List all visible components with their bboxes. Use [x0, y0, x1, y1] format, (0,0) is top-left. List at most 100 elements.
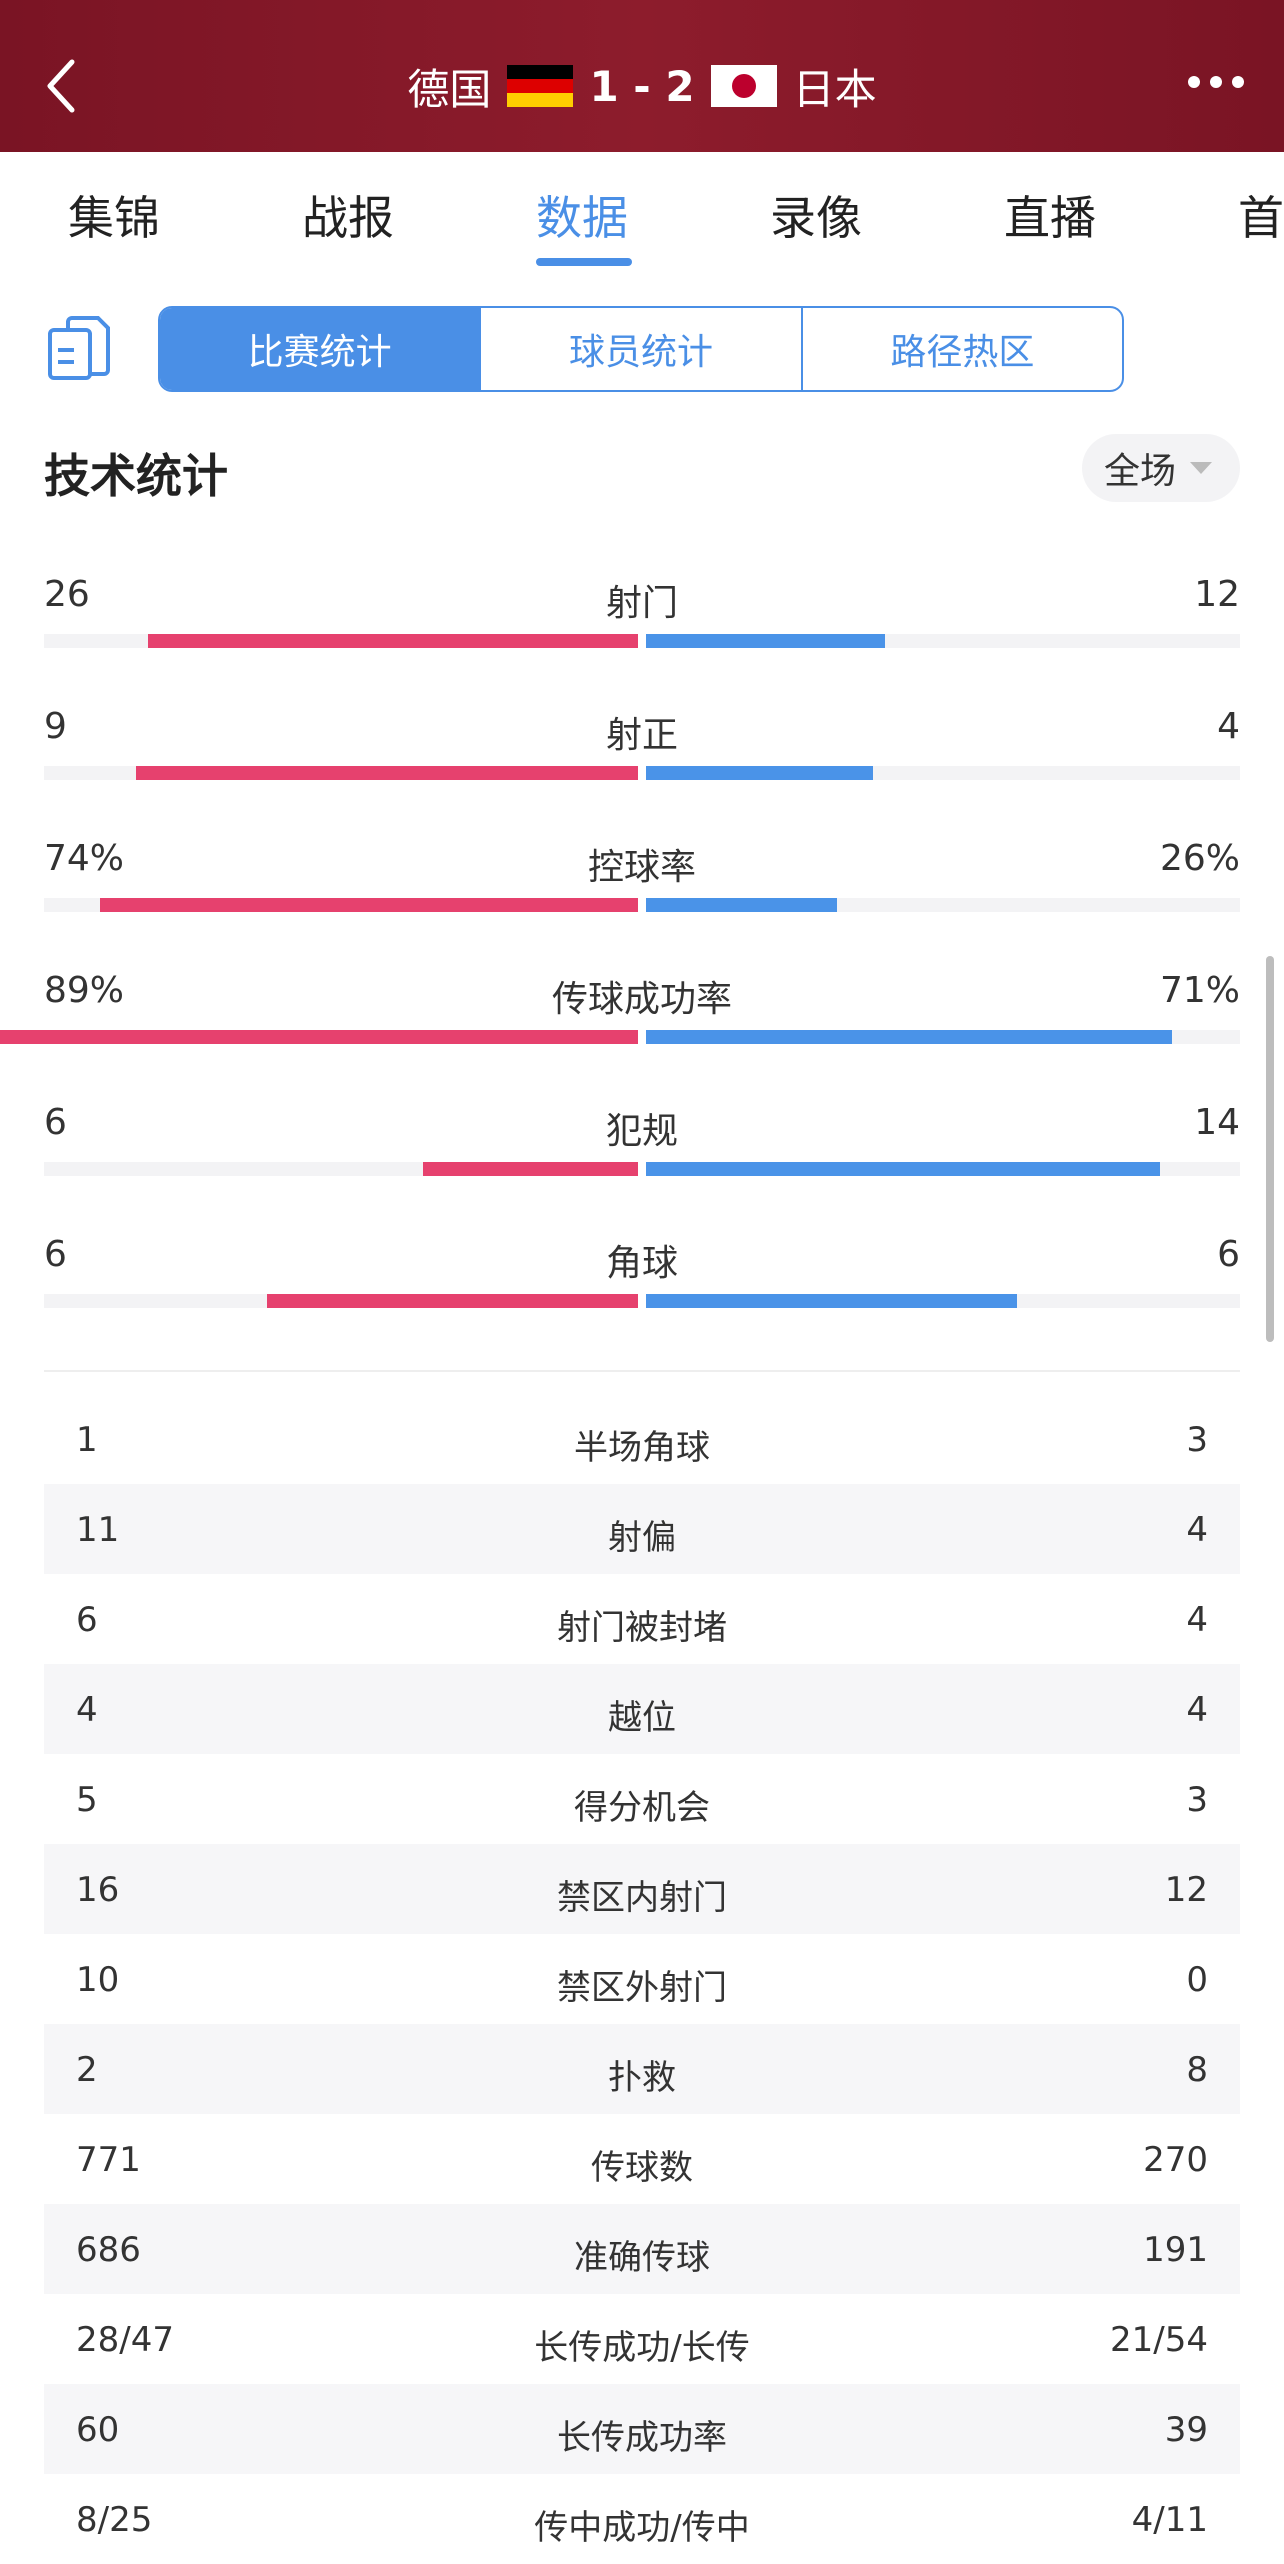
away-value: 21/54 — [1110, 2320, 1208, 2360]
table-row: 60 长传成功率 39 — [44, 2384, 1240, 2474]
stat-name: 准确传球 — [574, 2238, 710, 2278]
stats-segment-control: 比赛统计 球员统计 路径热区 — [158, 306, 1124, 392]
home-value: 6 — [44, 1102, 67, 1143]
bar-stat-row: 6 角球 6 — [44, 1234, 1240, 1344]
bar-stat-row: 74% 控球率 26% — [44, 838, 1240, 948]
away-bar — [646, 898, 838, 912]
stat-name: 传球成功率 — [551, 979, 732, 1020]
home-value: 5 — [76, 1780, 98, 1820]
home-team-name: 德国 — [407, 64, 492, 114]
main-tabs: 集锦 战报 数据 录像 直播 首 — [0, 152, 1284, 272]
section-title: 技术统计 — [44, 449, 228, 503]
away-value: 0 — [1186, 1960, 1208, 2000]
segment-heatmap[interactable]: 路径热区 — [800, 308, 1122, 390]
away-bar-track — [646, 1030, 1240, 1044]
stat-name: 犯规 — [605, 1111, 678, 1152]
tab-report[interactable]: 战报 — [302, 191, 394, 245]
match-scoreline: 德国 1 - 2 日本 — [0, 48, 1284, 124]
germany-flag-icon — [507, 65, 574, 107]
segment-player-stats[interactable]: 球员统计 — [479, 308, 800, 390]
stat-name: 长传成功率 — [557, 2418, 727, 2458]
stat-name: 长传成功/长传 — [534, 2328, 750, 2368]
home-value: 1 — [76, 1420, 98, 1460]
tab-replay[interactable]: 录像 — [770, 191, 862, 245]
away-value: 4 — [1217, 706, 1240, 747]
home-value: 28/47 — [76, 2320, 174, 2360]
stat-name: 射门 — [605, 583, 678, 624]
away-value: 4/11 — [1131, 2500, 1208, 2540]
home-value: 16 — [76, 1870, 120, 1910]
period-filter-label: 全场 — [1104, 451, 1177, 492]
away-bar-track — [646, 1294, 1240, 1308]
tab-data[interactable]: 数据 — [536, 191, 628, 245]
stats-table: 1 半场角球 3 11 射偏 4 6 射门被封堵 4 4 越位 4 5 得分机会 3 16 禁区内射门 12 10 禁… — [44, 1394, 1240, 2564]
stat-name: 扑救 — [608, 2058, 676, 2098]
table-row: 16 禁区内射门 12 — [44, 1844, 1240, 1934]
stat-name: 禁区内射门 — [557, 1878, 727, 1918]
away-value: 14 — [1194, 1102, 1240, 1143]
segment-match-stats[interactable]: 比赛统计 — [160, 308, 480, 390]
table-row: 771 传球数 270 — [44, 2114, 1240, 2204]
table-row: 10 禁区外射门 0 — [44, 1934, 1240, 2024]
away-bar-track — [646, 634, 1240, 648]
stat-name: 角球 — [605, 1243, 678, 1284]
away-value: 3 — [1186, 1420, 1208, 1460]
home-bar — [267, 1294, 638, 1308]
home-value: 6 — [44, 1234, 67, 1275]
scrollbar[interactable] — [1266, 956, 1274, 1342]
home-value: 8/25 — [76, 2500, 153, 2540]
table-row: 28/47 长传成功/长传 21/54 — [44, 2294, 1240, 2384]
away-value: 39 — [1164, 2410, 1208, 2450]
stat-name: 射正 — [605, 715, 678, 756]
away-value: 6 — [1217, 1234, 1240, 1275]
stat-name: 得分机会 — [574, 1788, 710, 1828]
tab-live[interactable]: 直播 — [1004, 191, 1096, 245]
home-bar-track — [44, 634, 638, 648]
more-horizontal-icon[interactable] — [1188, 76, 1244, 88]
home-bar — [147, 634, 638, 648]
away-bar-track — [646, 766, 1240, 780]
away-value: 4 — [1186, 1690, 1208, 1730]
home-value: 11 — [76, 1510, 120, 1550]
away-bar — [646, 634, 886, 648]
stat-name: 禁区外射门 — [557, 1968, 727, 2008]
tab-lineup[interactable]: 首 — [1238, 191, 1284, 245]
home-value: 2 — [76, 2050, 98, 2090]
home-value: 771 — [76, 2140, 141, 2180]
table-row: 4 越位 4 — [44, 1664, 1240, 1754]
home-bar-track — [0, 1030, 638, 1044]
home-value: 60 — [76, 2410, 120, 2450]
away-bar — [646, 1162, 1161, 1176]
chevron-left-icon[interactable] — [40, 56, 84, 116]
away-value: 12 — [1164, 1870, 1208, 1910]
home-value: 9 — [44, 706, 67, 747]
caret-down-icon — [1190, 462, 1213, 474]
bar-stat-row: 6 犯规 14 — [44, 1102, 1240, 1212]
home-bar-track — [44, 1294, 638, 1308]
stat-name: 传中成功/传中 — [534, 2508, 750, 2548]
away-bar-track — [646, 1162, 1240, 1176]
away-value: 12 — [1194, 574, 1240, 615]
tab-highlights[interactable]: 集锦 — [68, 191, 160, 245]
home-value: 686 — [76, 2230, 141, 2270]
away-value: 191 — [1143, 2230, 1208, 2270]
home-value: 26 — [44, 574, 90, 615]
table-row: 2 扑救 8 — [44, 2024, 1240, 2114]
stat-name: 传球数 — [591, 2148, 693, 2188]
period-filter-dropdown[interactable]: 全场 — [1082, 434, 1240, 502]
table-row: 8/25 传中成功/传中 4/11 — [44, 2474, 1240, 2564]
away-bar — [646, 1030, 1173, 1044]
share-document-icon[interactable] — [44, 316, 114, 382]
active-tab-indicator — [536, 258, 632, 266]
home-bar — [135, 766, 638, 780]
stat-name: 越位 — [608, 1698, 676, 1738]
away-team-name: 日本 — [792, 64, 877, 114]
divider — [44, 1370, 1240, 1372]
home-bar-track — [44, 766, 638, 780]
away-bar — [646, 766, 874, 780]
away-value: 8 — [1186, 2050, 1208, 2090]
stat-name: 控球率 — [587, 847, 696, 888]
match-header: 德国 1 - 2 日本 — [0, 0, 1284, 152]
home-bar — [99, 898, 638, 912]
away-bar-track — [646, 898, 1240, 912]
